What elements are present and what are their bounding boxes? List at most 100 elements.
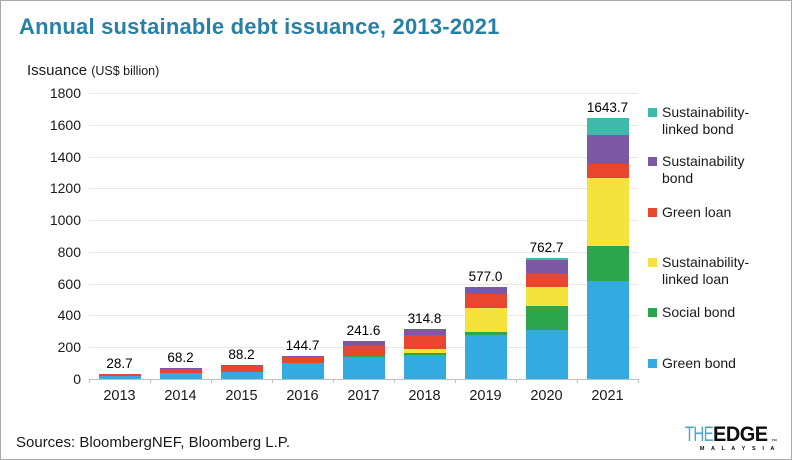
bar-segment-green-bond bbox=[220, 371, 263, 379]
y-tick-label: 1800 bbox=[49, 85, 81, 101]
logo-the-text: THE bbox=[685, 423, 714, 446]
bar-segment-green-loan bbox=[281, 356, 324, 364]
x-axis-tick bbox=[394, 379, 395, 383]
chart-title: Annual sustainable debt issuance, 2013-2… bbox=[19, 14, 500, 39]
stacked-bar-2013 bbox=[98, 93, 141, 379]
bar-total-label: 241.6 bbox=[346, 322, 381, 338]
y-tick-label: 1400 bbox=[49, 148, 81, 165]
the-edge-malaysia-logo: THE EDGE ™ M A L A Y S I A bbox=[674, 423, 777, 452]
bar-segment-sustainability-bond bbox=[342, 340, 385, 346]
x-axis-line bbox=[89, 379, 638, 380]
y-tick-label: 800 bbox=[57, 243, 81, 260]
x-category-label: 2014 bbox=[164, 388, 197, 404]
x-axis-tick bbox=[150, 379, 151, 383]
x-category-label: 2013 bbox=[103, 388, 136, 404]
y-tick-label: 600 bbox=[57, 275, 81, 292]
y-tick-label: 0 bbox=[73, 371, 81, 387]
x-axis-tick bbox=[272, 379, 273, 383]
logo-malaysia-text: M A L A Y S I A bbox=[699, 446, 777, 452]
bar-total-label: 577.0 bbox=[468, 269, 503, 285]
bar-segment-social-bond bbox=[586, 245, 629, 281]
legend-label: Green loan bbox=[662, 204, 732, 220]
legend-swatch bbox=[648, 157, 657, 166]
bar-segment-green-bond bbox=[586, 280, 629, 379]
bar-segment-green-loan bbox=[464, 293, 507, 309]
y-tick-label: 1000 bbox=[49, 212, 81, 229]
bar-total-label: 762.7 bbox=[529, 239, 564, 255]
y-gridline bbox=[89, 220, 638, 222]
bar-total-label: 68.2 bbox=[167, 350, 194, 366]
y-gridline bbox=[89, 93, 638, 94]
bar-segment-social-bond bbox=[525, 305, 568, 331]
bar-segment-social-bond bbox=[464, 332, 507, 336]
bar-total-label: 88.2 bbox=[228, 346, 255, 362]
bar-segment-green-loan bbox=[159, 368, 202, 373]
x-axis-tick bbox=[577, 379, 578, 383]
legend-label: Sustainability-linked bond bbox=[662, 104, 750, 137]
y-tick-label: 200 bbox=[57, 339, 81, 356]
stacked-bar-2018 bbox=[403, 93, 446, 379]
legend-swatch bbox=[648, 359, 657, 368]
bar-segment-sustainability-linked-loan bbox=[525, 287, 568, 306]
bar-segment-sustainability-linked-bond bbox=[586, 117, 629, 135]
y-gridline bbox=[89, 283, 638, 285]
stacked-bar-2014 bbox=[159, 93, 202, 379]
bar-segment-green-bond bbox=[281, 363, 324, 379]
bar-segment-social-bond bbox=[342, 354, 385, 357]
x-category-label: 2020 bbox=[530, 388, 563, 404]
bar-segment-social-bond bbox=[403, 353, 446, 356]
legend-label: Social bond bbox=[662, 304, 736, 320]
bar-segment-sustainability-linked-loan bbox=[403, 349, 446, 354]
x-axis-tick bbox=[516, 379, 517, 383]
bar-segment-green-loan bbox=[403, 334, 446, 350]
bar-segment-green-loan bbox=[586, 164, 629, 179]
y-gridline bbox=[89, 251, 638, 253]
legend-swatch bbox=[648, 208, 657, 217]
bar-segment-green-bond bbox=[525, 330, 568, 379]
bar-segment-sustainability-linked-loan bbox=[586, 178, 629, 246]
bar-segment-sustainability-bond bbox=[525, 259, 568, 275]
x-category-label: 2018 bbox=[408, 388, 441, 404]
bar-segment-green-bond bbox=[403, 355, 446, 379]
legend-swatch bbox=[648, 258, 657, 267]
bar-segment-green-bond bbox=[464, 335, 507, 379]
x-axis-tick bbox=[211, 379, 212, 383]
bar-segment-green-bond bbox=[98, 375, 141, 379]
x-category-label: 2015 bbox=[225, 388, 258, 404]
y-tick-label: 1200 bbox=[49, 180, 81, 197]
bar-segment-sustainability-bond bbox=[403, 329, 446, 335]
bar-segment-green-bond bbox=[342, 356, 385, 379]
bar-segment-sustainability-bond bbox=[586, 134, 629, 165]
legend-label: Sustainability-linked loan bbox=[662, 254, 750, 287]
y-tick-label: 400 bbox=[57, 307, 81, 324]
bar-segment-green-loan bbox=[525, 274, 568, 288]
y-tick-label: 1600 bbox=[49, 116, 81, 133]
legend-swatch bbox=[648, 108, 657, 117]
x-axis-tick bbox=[89, 379, 90, 383]
y-gridline bbox=[89, 315, 638, 317]
logo-edge-text: EDGE bbox=[713, 423, 769, 446]
y-axis-title: Issuance (US$ billion) bbox=[27, 62, 159, 79]
stacked-bar-2017 bbox=[342, 93, 385, 379]
y-gridline bbox=[89, 156, 638, 158]
bar-total-label: 1643.7 bbox=[586, 99, 629, 115]
legend-label: Green bond bbox=[662, 355, 736, 371]
bar-total-label: 144.7 bbox=[285, 338, 320, 353]
y-gridline bbox=[89, 188, 638, 190]
sources-note: Sources: BloombergNEF, Bloomberg L.P. bbox=[16, 434, 291, 451]
bar-segment-sustainability-bond bbox=[464, 287, 507, 294]
x-category-label: 2021 bbox=[591, 388, 624, 404]
bar-total-label: 28.7 bbox=[106, 356, 133, 372]
bar-segment-green-bond bbox=[159, 372, 202, 379]
logo-wordmark: THE EDGE ™ bbox=[674, 423, 777, 446]
x-category-label: 2019 bbox=[469, 388, 502, 404]
bar-segment-green-loan bbox=[220, 365, 263, 372]
bar-total-label: 314.8 bbox=[407, 310, 442, 326]
x-axis-tick bbox=[455, 379, 456, 383]
legend-swatch bbox=[648, 308, 657, 317]
y-axis-title-text: Issuance bbox=[27, 62, 88, 79]
stacked-bar-2019 bbox=[464, 93, 507, 379]
x-category-label: 2017 bbox=[347, 388, 380, 404]
stacked-bar-2021 bbox=[586, 93, 629, 379]
